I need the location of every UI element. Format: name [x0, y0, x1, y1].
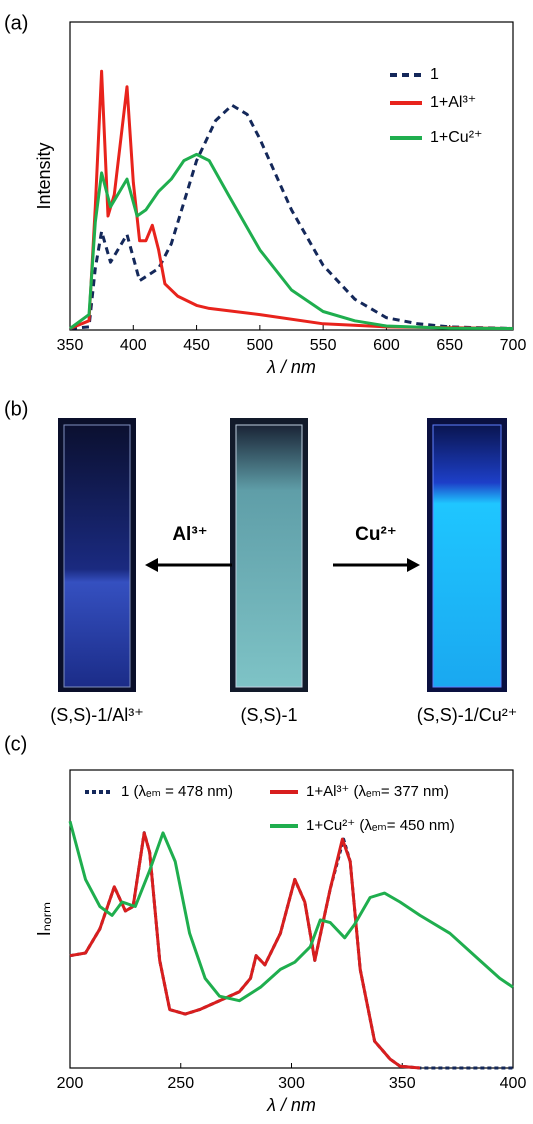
caption: (S,S)-1/Cu²⁺ — [417, 705, 518, 725]
x-tick-label: 500 — [247, 337, 274, 354]
series-line — [70, 154, 513, 328]
plot-frame — [70, 22, 513, 330]
series-line — [70, 833, 420, 1068]
x-tick-label: 700 — [500, 337, 527, 354]
caption: (S,S)-1 — [240, 705, 297, 725]
figure: (a) (b) (c) Al³⁺ Cu²⁺ (S,S)-1/Al³⁺ (S,S)… — [0, 0, 533, 1124]
plot-frame — [70, 770, 513, 1068]
cuvette — [433, 425, 501, 687]
x-axis-label: λ / nm — [266, 1095, 316, 1115]
legend-label: 1 (λₑₘ = 478 nm) — [121, 783, 233, 800]
panel-label: (b) — [4, 398, 28, 420]
panel-label: (c) — [4, 733, 27, 755]
x-tick-label: 650 — [436, 337, 463, 354]
arrow-label: Cu²⁺ — [355, 524, 397, 545]
caption: (S,S)-1/Al³⁺ — [50, 705, 144, 725]
x-axis-label: λ / nm — [266, 357, 316, 377]
legend-label: 1+Cu²⁺ — [430, 129, 482, 146]
arrow-head — [145, 558, 158, 572]
x-tick-label: 450 — [183, 337, 210, 354]
x-tick-label: 400 — [120, 337, 147, 354]
legend-label: 1+Al³⁺ (λₑₘ= 377 nm) — [306, 783, 449, 800]
y-axis-label: Iₙₒᵣₘ — [34, 902, 54, 937]
series-line — [70, 833, 513, 1068]
photos: Al³⁺ Cu²⁺ (S,S)-1/Al³⁺ (S,S)-1 (S,S)-1/C… — [50, 418, 517, 725]
x-tick-label: 200 — [57, 1075, 84, 1092]
legend-label: 1+Al³⁺ — [430, 94, 476, 111]
legend-label: 1+Cu²⁺ (λₑₘ= 450 nm) — [306, 817, 455, 834]
y-axis-label: Intensity — [34, 142, 54, 209]
series-line — [70, 821, 513, 1000]
x-tick-label: 250 — [167, 1075, 194, 1092]
x-tick-label: 600 — [373, 337, 400, 354]
cuvette — [64, 425, 130, 687]
arrow-head — [407, 558, 420, 572]
x-tick-label: 400 — [500, 1075, 527, 1092]
x-tick-label: 350 — [389, 1075, 416, 1092]
legend-label: 1 — [430, 66, 439, 83]
cuvette — [236, 425, 302, 687]
x-tick-label: 350 — [57, 337, 84, 354]
x-tick-label: 300 — [278, 1075, 305, 1092]
arrow-label: Al³⁺ — [172, 524, 207, 545]
x-tick-label: 550 — [310, 337, 337, 354]
panel-label: (a) — [4, 12, 28, 34]
